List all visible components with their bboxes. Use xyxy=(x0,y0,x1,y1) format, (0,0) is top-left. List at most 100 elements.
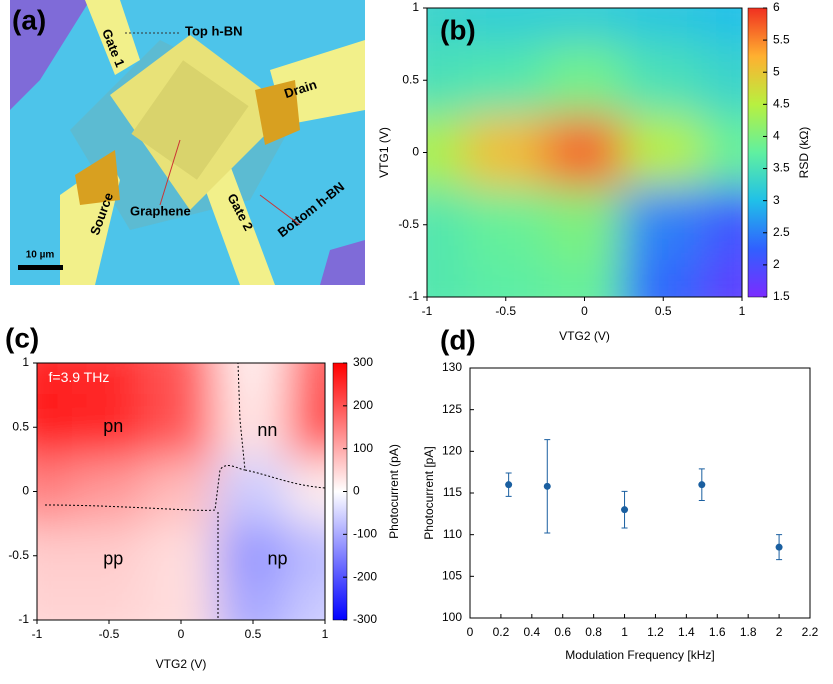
y-tick-label: 0.5 xyxy=(12,419,29,433)
panel-label: (c) xyxy=(5,322,39,353)
x-tick-label: 0 xyxy=(467,625,474,639)
y-tick-label: 0.5 xyxy=(402,72,419,86)
colorbar-tick-label: 3.5 xyxy=(773,161,790,175)
x-tick-label: -0.5 xyxy=(99,627,120,641)
heatmap-cells xyxy=(387,0,783,334)
x-tick-label: 2.2 xyxy=(802,625,819,639)
heatmap-cell xyxy=(544,0,625,45)
x-tick-label: 0.5 xyxy=(655,304,672,318)
colorbar-tick-label: 4 xyxy=(773,129,780,143)
x-tick-label: -1 xyxy=(422,304,433,318)
plot-frame xyxy=(470,368,810,618)
heatmap-cell xyxy=(144,458,218,524)
x-tick-label: 0.6 xyxy=(554,625,571,639)
y-tick-label: -0.5 xyxy=(8,548,29,562)
colorbar-tick-label: 1.5 xyxy=(773,289,790,303)
colorbar-label: RSD (kΩ) xyxy=(797,127,811,179)
x-tick-label: 1.8 xyxy=(740,625,757,639)
x-tick-label: 0.4 xyxy=(523,625,540,639)
y-tick-label: 105 xyxy=(442,569,462,583)
y-tick-label: 110 xyxy=(443,527,462,541)
scale-bar-label: 10 µm xyxy=(26,250,55,261)
point xyxy=(621,506,628,513)
colorbar-tick-label: 6 xyxy=(773,0,780,14)
colorbar xyxy=(748,8,767,297)
colorbar-tick-label: -100 xyxy=(353,527,377,541)
x-tick-label: 1 xyxy=(621,625,628,639)
y-tick-label: 100 xyxy=(442,610,462,624)
point xyxy=(544,483,551,490)
x-tick-label: 1 xyxy=(739,304,746,318)
x-axis-label: VTG2 (V) xyxy=(559,329,610,343)
x-tick-label: 1 xyxy=(322,627,329,641)
heatmap-cell xyxy=(544,115,625,189)
colorbar-tick-label: 0 xyxy=(353,484,360,498)
y-tick-label: 0 xyxy=(412,145,419,159)
colorbar-tick-label: 4.5 xyxy=(773,97,790,111)
colorbar-tick-label: 300 xyxy=(353,355,373,369)
heatmap-cell xyxy=(72,458,146,524)
heatmap-cell xyxy=(623,115,704,189)
y-tick-label: -1 xyxy=(18,612,29,626)
heatmap xyxy=(387,0,783,334)
colorbar-tick-label: 5 xyxy=(773,64,780,78)
colorbar-tick-label: -200 xyxy=(353,569,377,583)
heatmap-cell xyxy=(465,0,546,45)
y-tick-label: -1 xyxy=(408,289,419,303)
x-tick-label: 1.4 xyxy=(678,625,695,639)
heatmap-cell xyxy=(465,188,546,262)
heatmap-cell xyxy=(465,115,546,189)
heatmap-cell xyxy=(216,458,290,524)
y-tick-label: 0 xyxy=(22,484,29,498)
y-axis-label: Photocurrent [pA] xyxy=(422,446,436,539)
y-tick-label: 1 xyxy=(412,0,419,14)
annotation: f=3.9 THz xyxy=(49,369,110,385)
colorbar-tick-label: 100 xyxy=(353,441,373,455)
y-tick-label: 125 xyxy=(442,402,462,416)
colorbar-tick-label: 2.5 xyxy=(773,225,790,239)
point xyxy=(776,544,783,551)
panel-label: (a) xyxy=(12,4,46,35)
heatmap-cell xyxy=(623,188,704,262)
x-axis-label: Modulation Frequency [kHz] xyxy=(565,648,714,662)
x-tick-label: 1.2 xyxy=(647,625,664,639)
x-axis-label: VTG2 (V) xyxy=(156,657,207,671)
heatmap-cell xyxy=(623,43,704,117)
colorbar-tick-label: -300 xyxy=(353,612,377,626)
annotation: pp xyxy=(103,548,123,568)
heatmap-cell xyxy=(465,43,546,117)
colorbar-tick-label: 2 xyxy=(773,257,780,271)
x-tick-label: 0 xyxy=(178,627,185,641)
heatmap-cell xyxy=(544,188,625,262)
point xyxy=(698,481,705,488)
figure: (a)Top h-BNGate 1DrainGrapheneSourceGate… xyxy=(0,0,833,679)
y-axis-label: VTG1 (V) xyxy=(377,127,391,178)
heatmap-cell xyxy=(144,523,218,589)
x-tick-label: 0.8 xyxy=(585,625,602,639)
heatmap-cell xyxy=(144,394,218,460)
y-tick-label: 120 xyxy=(442,444,462,458)
x-tick-label: 0 xyxy=(581,304,588,318)
colorbar-tick-label: 3 xyxy=(773,193,780,207)
colorbar-label: Photocurrent (pA) xyxy=(387,444,401,539)
y-tick-label: 115 xyxy=(443,485,462,499)
x-tick-label: 2 xyxy=(776,625,783,639)
colorbar-tick-label: 5.5 xyxy=(773,32,790,46)
colorbar-tick-label: 200 xyxy=(353,398,373,412)
microscope-image xyxy=(10,0,365,285)
x-tick-label: -0.5 xyxy=(495,304,516,318)
annotation: Graphene xyxy=(130,203,191,218)
y-tick-label: -0.5 xyxy=(398,217,419,231)
panel-label: (d) xyxy=(440,324,476,355)
x-tick-label: 0.2 xyxy=(493,625,510,639)
heatmap-cell xyxy=(544,43,625,117)
panel-label: (b) xyxy=(440,14,476,45)
annotation: np xyxy=(267,548,287,568)
annotation: pn xyxy=(103,416,123,436)
annotation: Top h-BN xyxy=(185,23,243,38)
heatmap-cell xyxy=(216,394,290,460)
annotation: nn xyxy=(257,420,277,440)
x-tick-label: -1 xyxy=(32,627,43,641)
y-tick-label: 130 xyxy=(442,360,462,374)
x-tick-label: 1.6 xyxy=(709,625,726,639)
